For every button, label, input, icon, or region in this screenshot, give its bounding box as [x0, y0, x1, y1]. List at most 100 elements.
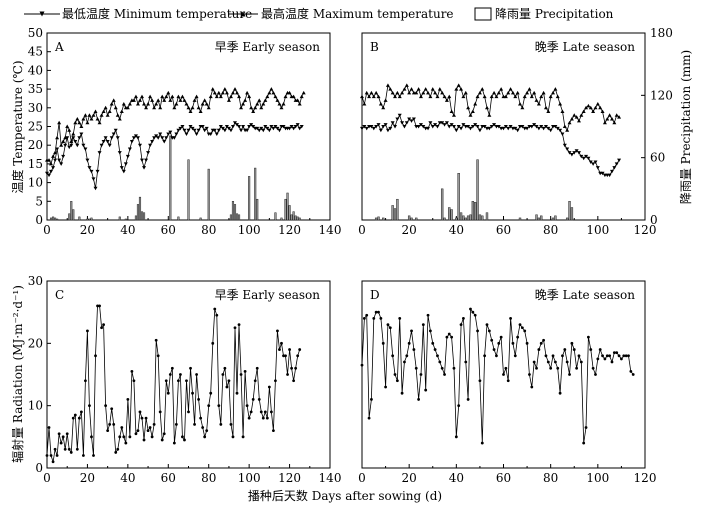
y-tick-label: 40: [28, 63, 43, 77]
radiation-point: [195, 373, 198, 376]
radiation-point: [255, 366, 259, 370]
tmax-point: [416, 87, 421, 91]
tmin-point: [435, 125, 440, 129]
tmax-point: [461, 94, 466, 99]
tmax-point: [140, 94, 145, 99]
radiation-point: [148, 426, 152, 429]
tmin-point: [53, 158, 58, 163]
radiation-point: [587, 335, 590, 339]
tmin-point: [131, 136, 136, 140]
radiation-point: [421, 323, 425, 327]
radiation-point: [459, 323, 463, 327]
radiation-point: [603, 357, 607, 361]
tmax-point: [196, 105, 201, 110]
radiation-point: [426, 313, 430, 317]
radiation-point: [374, 310, 378, 314]
tmin-point: [146, 151, 151, 155]
radiation-point: [112, 422, 116, 426]
y2-tick-label: 120: [650, 88, 673, 102]
panel-letter: C: [55, 288, 64, 302]
radiation-point: [57, 432, 61, 436]
tmax-point: [499, 87, 504, 91]
tmin-point: [364, 126, 369, 131]
tmin-point: [562, 143, 567, 148]
radiation-point: [265, 416, 269, 420]
tmin-point: [586, 156, 591, 161]
tmax-point: [437, 87, 442, 91]
tmin-point: [129, 139, 134, 144]
radiation-point: [94, 354, 97, 358]
radiation-point: [253, 379, 257, 383]
tmax-point: [281, 102, 286, 106]
radiation-point: [290, 366, 293, 370]
radiation-point: [181, 435, 184, 439]
radiation-point: [525, 341, 529, 345]
precip-bar: [440, 188, 444, 221]
tmax-point: [397, 94, 402, 99]
precip-bar: [540, 215, 543, 221]
precip-bar: [177, 216, 180, 221]
radiation-point: [296, 354, 300, 358]
tmax-point: [454, 87, 459, 91]
tmax-point: [218, 94, 223, 99]
tmax-point: [83, 113, 88, 117]
tmax-point: [534, 98, 539, 102]
tmax-point: [565, 128, 570, 132]
tmax-point: [607, 113, 612, 117]
tmax-point: [418, 94, 423, 99]
tmax-point: [390, 90, 395, 95]
radiation-point: [209, 391, 213, 395]
y-tick-label: 15: [28, 157, 43, 171]
tmin-point: [548, 128, 553, 133]
radiation-point: [535, 366, 538, 370]
tmin-point: [257, 128, 262, 133]
tmin-point: [137, 143, 142, 148]
radiation-point: [575, 366, 579, 370]
tmax-point: [369, 90, 374, 95]
precip-bar: [448, 207, 451, 221]
tmin-point: [142, 166, 147, 170]
tmax-point: [79, 124, 84, 128]
tmin-point: [289, 125, 294, 129]
tmax-point: [95, 117, 100, 121]
panel-letter: A: [54, 40, 64, 54]
tmin-point: [235, 123, 240, 127]
tmin-point: [541, 126, 546, 131]
precip-bar: [391, 205, 394, 221]
tmax-point: [107, 109, 112, 114]
tmax-point: [222, 87, 227, 91]
tmax-point: [243, 98, 248, 102]
tmax-point: [605, 117, 610, 121]
radiation-point: [556, 366, 560, 370]
radiation-point: [201, 426, 205, 429]
precip-bar: [570, 207, 574, 221]
y-axis-title-radiation: 辐射量 Radiation (MJ·m⁻²·d⁻¹): [10, 285, 25, 463]
radiation-point: [96, 304, 99, 308]
tmin-point: [395, 117, 400, 122]
precip-bar: [231, 201, 235, 221]
tmin-point: [456, 125, 461, 129]
precip-bar: [118, 216, 121, 221]
tmax-point: [301, 90, 306, 95]
precip-bar: [382, 217, 385, 221]
radiation-point: [553, 360, 557, 364]
radiation-point: [203, 435, 207, 439]
precip-bar: [393, 208, 397, 221]
tmin-point: [216, 128, 221, 133]
x-tick-label: 20: [80, 471, 95, 485]
tmax-point: [77, 120, 82, 125]
tmax-point: [212, 90, 217, 95]
radiation-point: [239, 373, 243, 376]
y-tick-label: 0: [35, 213, 43, 227]
tmin-point: [97, 151, 102, 155]
tmax-point: [49, 161, 54, 166]
tmin-point: [466, 125, 471, 129]
tmax-point: [473, 102, 478, 106]
radiation-point: [77, 416, 81, 420]
legend: 最低温度 Minimum temperature 最高温度 Maximum te…: [24, 6, 614, 21]
legend-precip-swatch: [474, 7, 492, 21]
tmax-point: [71, 131, 76, 136]
tmax-point: [574, 115, 579, 119]
tmin-point: [51, 166, 56, 170]
rad-series-line: [46, 305, 301, 462]
